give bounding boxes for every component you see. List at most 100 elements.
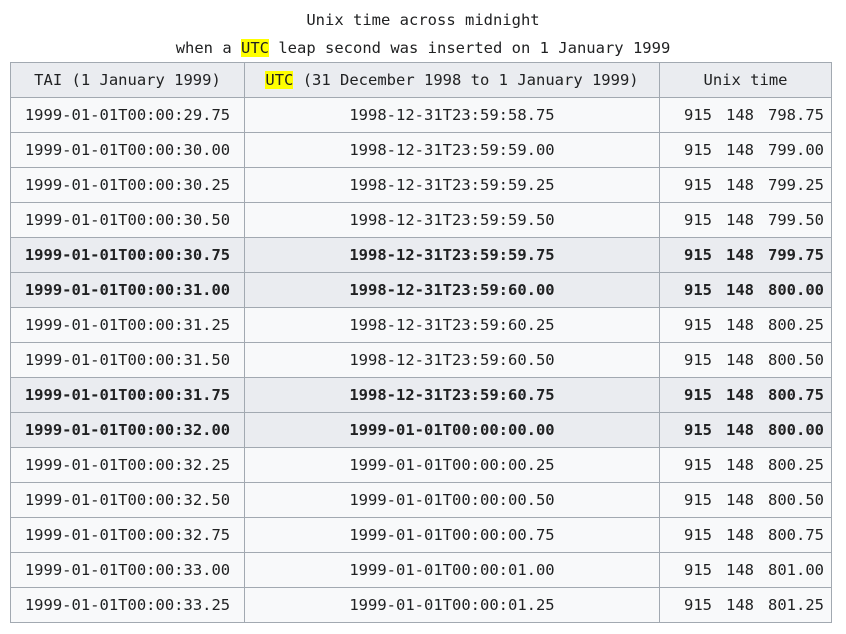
unix-group-1: 915: [684, 246, 712, 264]
table-row: 1999-01-01T00:00:30.25 1998-12-31T23:59:5…: [10, 167, 832, 203]
table-row: 1999-01-01T00:00:32.25 1999-01-01T00:00:0…: [10, 447, 832, 483]
unix-time-cell: 915 148 799.25: [659, 167, 832, 203]
unix-group-1: 915: [684, 491, 712, 509]
unix-group-2: 148: [726, 596, 754, 614]
tai-cell: 1999-01-01T00:00:30.75: [10, 237, 245, 273]
header-row: TAI (1 January 1999) UTC (31 December 19…: [10, 62, 832, 98]
unix-group-3: 801.25: [768, 596, 824, 614]
unix-time-cell: 915 148 800.50: [659, 342, 832, 378]
unix-group-1: 915: [684, 141, 712, 159]
table-row: 1999-01-01T00:00:32.50 1999-01-01T00:00:0…: [10, 482, 832, 518]
table-row: 1999-01-01T00:00:30.75 1998-12-31T23:59:5…: [10, 237, 832, 273]
unix-group-1: 915: [684, 526, 712, 544]
unix-group-1: 915: [684, 176, 712, 194]
unix-time-cell: 915 148 800.50: [659, 482, 832, 518]
unix-group-2: 148: [726, 211, 754, 229]
unix-time-cell: 915 148 799.00: [659, 132, 832, 168]
unix-time-cell: 915 148 800.25: [659, 307, 832, 343]
unix-time-cell: 915 148 799.75: [659, 237, 832, 273]
utc-cell: 1998-12-31T23:59:58.75: [244, 97, 660, 133]
utc-cell: 1998-12-31T23:59:60.25: [244, 307, 660, 343]
tai-cell: 1999-01-01T00:00:30.50: [10, 202, 245, 238]
unix-group-1: 915: [684, 351, 712, 369]
utc-cell: 1998-12-31T23:59:59.75: [244, 237, 660, 273]
tai-cell: 1999-01-01T00:00:32.25: [10, 447, 245, 483]
unix-group-1: 915: [684, 386, 712, 404]
unix-group-2: 148: [726, 281, 754, 299]
tai-cell: 1999-01-01T00:00:29.75: [10, 97, 245, 133]
tai-cell: 1999-01-01T00:00:32.75: [10, 517, 245, 553]
unix-group-3: 800.50: [768, 491, 824, 509]
unix-group-2: 148: [726, 351, 754, 369]
unix-group-1: 915: [684, 281, 712, 299]
unix-time-cell: 915 148 799.50: [659, 202, 832, 238]
utc-cell: 1999-01-01T00:00:00.75: [244, 517, 660, 553]
tai-cell: 1999-01-01T00:00:33.25: [10, 587, 245, 623]
unix-group-2: 148: [726, 141, 754, 159]
utc-cell: 1999-01-01T00:00:00.50: [244, 482, 660, 518]
tai-cell: 1999-01-01T00:00:32.00: [10, 412, 245, 448]
tai-cell: 1999-01-01T00:00:31.25: [10, 307, 245, 343]
unix-group-3: 800.25: [768, 316, 824, 334]
unix-group-2: 148: [726, 491, 754, 509]
unix-group-3: 800.75: [768, 386, 824, 404]
utc-cell: 1998-12-31T23:59:60.00: [244, 272, 660, 308]
utc-cell: 1998-12-31T23:59:60.50: [244, 342, 660, 378]
unix-group-3: 800.25: [768, 456, 824, 474]
unix-group-3: 799.00: [768, 141, 824, 159]
unix-group-3: 800.50: [768, 351, 824, 369]
table-row: 1999-01-01T00:00:31.50 1998-12-31T23:59:6…: [10, 342, 832, 378]
tai-cell: 1999-01-01T00:00:31.50: [10, 342, 245, 378]
utc-cell: 1998-12-31T23:59:59.50: [244, 202, 660, 238]
unix-time-cell: 915 148 800.25: [659, 447, 832, 483]
unix-group-1: 915: [684, 596, 712, 614]
caption-subtitle-post: leap second was inserted on 1 January 19…: [269, 39, 671, 57]
unix-group-2: 148: [726, 176, 754, 194]
caption-title: Unix time across midnight: [306, 11, 540, 29]
unix-group-3: 799.25: [768, 176, 824, 194]
unix-time-cell: 915 148 800.75: [659, 377, 832, 413]
column-header-unix: Unix time: [659, 62, 832, 98]
table-row: 1999-01-01T00:00:31.75 1998-12-31T23:59:6…: [10, 377, 832, 413]
utc-cell: 1998-12-31T23:59:59.25: [244, 167, 660, 203]
table-caption: Unix time across midnight when a UTC lea…: [0, 0, 846, 62]
unix-time-cell: 915 148 801.00: [659, 552, 832, 588]
tai-cell: 1999-01-01T00:00:33.00: [10, 552, 245, 588]
unix-group-1: 915: [684, 106, 712, 124]
table-row: 1999-01-01T00:00:33.25 1999-01-01T00:00:0…: [10, 587, 832, 623]
unix-group-3: 800.75: [768, 526, 824, 544]
unix-group-2: 148: [726, 106, 754, 124]
unix-group-3: 799.50: [768, 211, 824, 229]
leap-second-table: TAI (1 January 1999) UTC (31 December 19…: [10, 62, 832, 623]
tai-cell: 1999-01-01T00:00:31.75: [10, 377, 245, 413]
table-row: 1999-01-01T00:00:31.00 1998-12-31T23:59:6…: [10, 272, 832, 308]
unix-group-3: 800.00: [768, 421, 824, 439]
unix-time-cell: 915 148 800.00: [659, 412, 832, 448]
table-row: 1999-01-01T00:00:30.00 1998-12-31T23:59:5…: [10, 132, 832, 168]
unix-group-2: 148: [726, 456, 754, 474]
table-row: 1999-01-01T00:00:30.50 1998-12-31T23:59:5…: [10, 202, 832, 238]
utc-cell: 1999-01-01T00:00:00.00: [244, 412, 660, 448]
column-header-tai: TAI (1 January 1999): [10, 62, 245, 98]
unix-group-2: 148: [726, 561, 754, 579]
unix-group-1: 915: [684, 211, 712, 229]
unix-group-1: 915: [684, 421, 712, 439]
caption-utc-highlight: UTC: [241, 39, 270, 57]
unix-time-cell: 915 148 800.75: [659, 517, 832, 553]
table-row: 1999-01-01T00:00:31.25 1998-12-31T23:59:6…: [10, 307, 832, 343]
unix-group-2: 148: [726, 316, 754, 334]
utc-cell: 1999-01-01T00:00:01.00: [244, 552, 660, 588]
utc-cell: 1999-01-01T00:00:00.25: [244, 447, 660, 483]
utc-cell: 1998-12-31T23:59:59.00: [244, 132, 660, 168]
unix-group-2: 148: [726, 246, 754, 264]
unix-group-3: 798.75: [768, 106, 824, 124]
unix-group-2: 148: [726, 526, 754, 544]
unix-group-2: 148: [726, 421, 754, 439]
utc-cell: 1998-12-31T23:59:60.75: [244, 377, 660, 413]
table-row: 1999-01-01T00:00:33.00 1999-01-01T00:00:0…: [10, 552, 832, 588]
tai-cell: 1999-01-01T00:00:30.00: [10, 132, 245, 168]
caption-subtitle: when a UTC leap second was inserted on 1…: [0, 34, 846, 62]
unix-time-cell: 915 148 801.25: [659, 587, 832, 623]
unix-group-3: 799.75: [768, 246, 824, 264]
tai-cell: 1999-01-01T00:00:31.00: [10, 272, 245, 308]
